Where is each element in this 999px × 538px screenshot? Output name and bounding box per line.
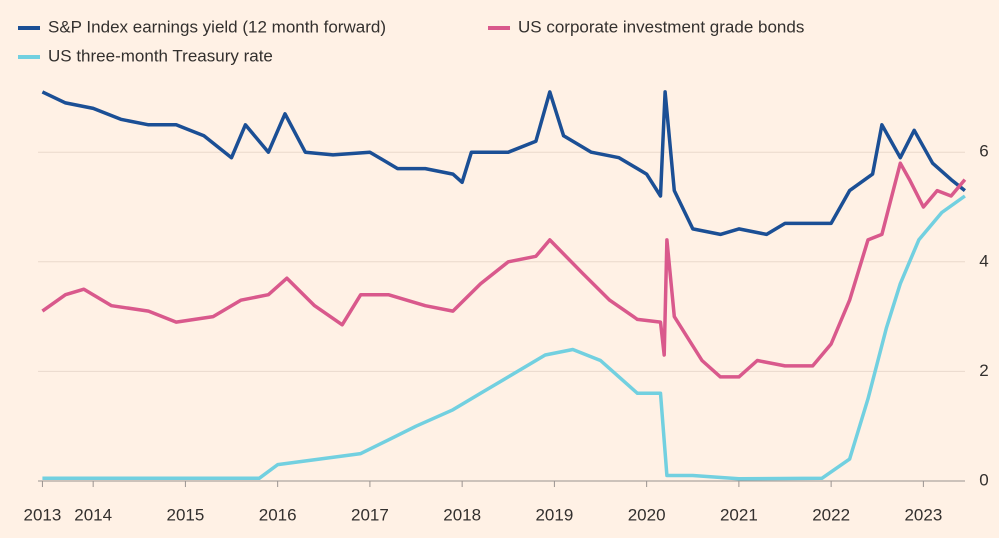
legend-label: US three-month Treasury rate	[48, 46, 273, 65]
y-tick-label: 4	[979, 251, 988, 270]
x-tick-label: 2014	[74, 505, 112, 524]
x-tick-label: 2019	[535, 505, 573, 524]
legend-label: S&P Index earnings yield (12 month forwa…	[48, 17, 386, 36]
x-tick-label: 2021	[720, 505, 758, 524]
series-line	[41, 90, 966, 237]
series-line	[41, 161, 967, 379]
x-tick-label: 2022	[812, 505, 850, 524]
legend-label: US corporate investment grade bonds	[518, 17, 804, 36]
x-tick-label: 2015	[166, 505, 204, 524]
x-tick-label: 2016	[259, 505, 297, 524]
x-tick-label: 2020	[628, 505, 666, 524]
y-tick-label: 6	[979, 142, 988, 161]
y-tick-label: 2	[979, 361, 988, 380]
x-tick-label: 2018	[443, 505, 481, 524]
x-tick-label: 2017	[351, 505, 389, 524]
y-tick-label: 0	[979, 471, 988, 490]
series-line	[42, 194, 966, 481]
x-tick-label: 2023	[904, 505, 942, 524]
x-tick-label: 2013	[24, 505, 62, 524]
